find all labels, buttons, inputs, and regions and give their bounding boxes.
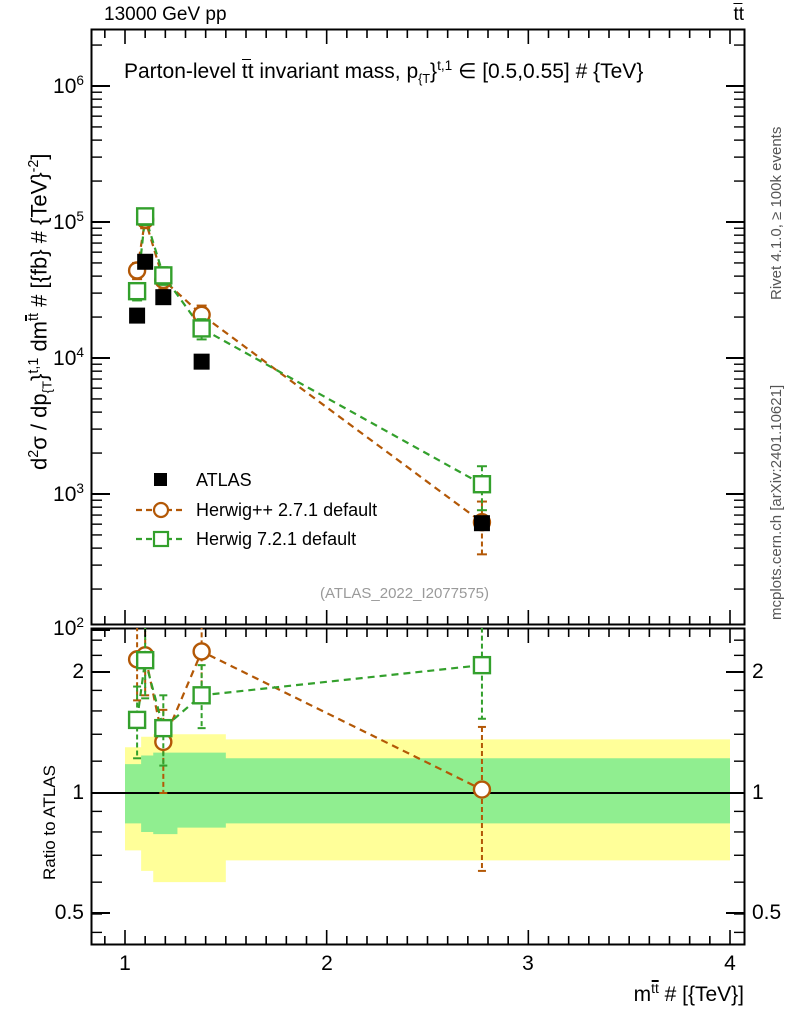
ratio-y-tick-2-right: 2: [752, 660, 764, 683]
main-y-major-ticks: [92, 85, 744, 631]
dataset-watermark: (ATLAS_2022_I2077575): [320, 585, 490, 602]
series-line-herwig7: [136, 216, 483, 486]
title-mid: invariant mass, p: [253, 60, 419, 83]
main-y-minor-ticks: [92, 44, 744, 590]
ttbar-glyph-title: tt: [241, 58, 254, 83]
side-label-mcplots: mcplots.cern.ch [arXiv:2401.10621]: [768, 384, 785, 620]
x-tick-label-4: 4: [724, 952, 736, 975]
x-tick-label-1: 1: [119, 952, 131, 975]
side-label-rivet: Rivet 4.1.0, ≥ 100k events: [768, 126, 785, 300]
legend-marker-herwigpp: [136, 501, 186, 519]
legend-marker-herwig7: [136, 530, 186, 548]
x-axis-label: m tt # [{TeV}]: [633, 980, 744, 1006]
y-tick-label-1e6: 106: [53, 73, 84, 98]
main-x-ticks: [104, 30, 731, 624]
ratio-x-ticks: [104, 629, 731, 944]
ratio-y-tick-05-right: 0.5: [752, 901, 782, 924]
y-tick-label-1e4: 104: [53, 345, 84, 370]
legend-markers: [136, 473, 186, 548]
ratio-y-tick-2: 2: [72, 660, 84, 683]
series-line-herwigpp: [136, 219, 483, 524]
ratio-y-tick-05: 0.5: [54, 901, 84, 924]
ratio-panel-frame: [90, 627, 746, 946]
x-tick-label-3: 3: [522, 952, 534, 975]
ratio-line-herwig7: [136, 659, 483, 731]
main-panel-frame: [90, 28, 746, 626]
header-process-label: tt: [733, 2, 744, 26]
series-points-herwig7: [127, 207, 492, 512]
legend-label-herwig7[interactable]: Herwig 7.2.1 default: [196, 529, 357, 549]
x-tick-label-2: 2: [321, 952, 333, 975]
title-post: ∈ [0.5,0.55] # {TeV}: [452, 60, 644, 83]
main-series-group: [127, 207, 492, 556]
y-tick-label-1e3: 103: [53, 481, 84, 506]
legend-label-atlas[interactable]: ATLAS: [196, 470, 252, 490]
ratio-content: [92, 628, 744, 883]
y-tick-label-1e2: 102: [53, 615, 84, 640]
legend-label-herwigpp[interactable]: Herwig++ 2.7.1 default: [196, 500, 378, 520]
title-pre: Parton-level: [124, 60, 242, 83]
ratio-points-herwig7: [127, 628, 492, 767]
series-points-atlas: [129, 253, 490, 532]
y-tick-label-1e5: 105: [53, 209, 84, 234]
ttbar-glyph-header: tt: [733, 2, 744, 25]
ratio-y-minor-ticks: [92, 639, 744, 934]
header-beam-label: 13000 GeV pp: [104, 4, 227, 25]
ratio-y-axis-label: Ratio to ATLAS: [40, 765, 59, 880]
main-plot-title: Parton-level tt invariant mass, p{T}t,1 …: [124, 58, 644, 87]
main-y-axis-label: d2σ / dp{T}t,1 dm tt # [{fb} # {TeV}-2]: [25, 153, 55, 470]
legend-marker-atlas: [154, 473, 167, 486]
title-sup: t,1: [437, 58, 453, 73]
ratio-y-tick-1-right: 1: [752, 781, 764, 804]
title-sub: {T: [418, 72, 431, 87]
ratio-y-tick-1: 1: [72, 781, 84, 804]
